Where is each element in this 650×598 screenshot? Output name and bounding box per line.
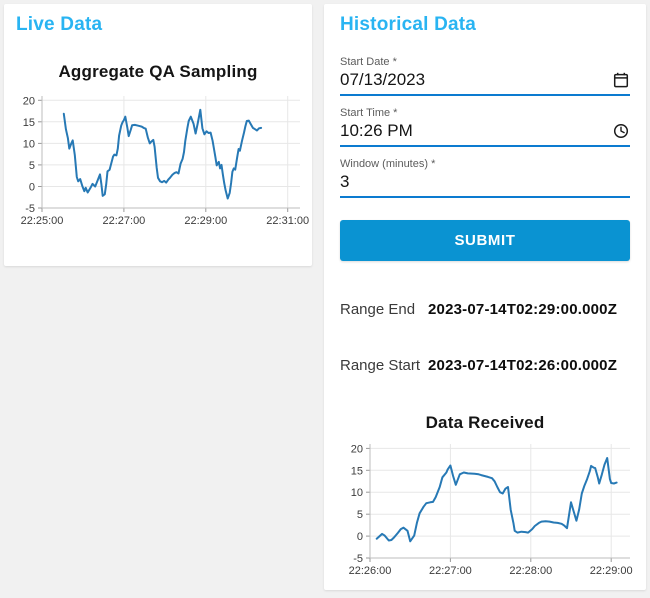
query-results: Range End 2023-07-14T02:29:00.000Z Range… bbox=[340, 301, 630, 374]
historical-chart: 22:26:00 22:27:00 22:28:00 22:29:00 -5 0 5 10 15… bbox=[349, 443, 633, 577]
start-date-label: Start Date * bbox=[340, 56, 397, 68]
historical-chart-title: Data Received bbox=[425, 413, 545, 432]
range-start-row: Range Start 2023-07-14T02:26:00.000Z bbox=[340, 357, 630, 374]
start-time-label: Start Time * bbox=[340, 107, 398, 119]
svg-text:22:27:00: 22:27:00 bbox=[429, 565, 472, 577]
range-end-label: Range End bbox=[340, 301, 416, 318]
svg-text:22:31:00: 22:31:00 bbox=[266, 215, 309, 227]
svg-text:22:28:00: 22:28:00 bbox=[509, 565, 552, 577]
svg-text:5: 5 bbox=[357, 509, 363, 521]
svg-text:15: 15 bbox=[351, 465, 363, 477]
start-date-input[interactable] bbox=[340, 70, 612, 90]
start-date-underline bbox=[340, 68, 630, 96]
calendar-icon[interactable] bbox=[612, 71, 630, 89]
start-time-underline bbox=[340, 119, 630, 147]
svg-text:0: 0 bbox=[357, 531, 363, 543]
historical-panel-title: Historical Data bbox=[340, 14, 477, 35]
svg-text:-5: -5 bbox=[353, 553, 363, 565]
live-panel-title: Live Data bbox=[16, 14, 103, 35]
svg-text:5: 5 bbox=[29, 160, 35, 172]
range-start-label: Range Start bbox=[340, 357, 421, 374]
window-minutes-underline bbox=[340, 170, 630, 198]
svg-text:0: 0 bbox=[29, 182, 35, 194]
svg-text:22:27:00: 22:27:00 bbox=[102, 215, 145, 227]
live-chart: 22:25:00 22:27:00 22:29:00 22:31:00 -5 0 5 10 15… bbox=[21, 95, 310, 227]
range-end-row: Range End 2023-07-14T02:29:00.000Z bbox=[340, 301, 630, 318]
start-time-input[interactable] bbox=[340, 121, 612, 141]
svg-text:15: 15 bbox=[23, 117, 35, 129]
svg-text:20: 20 bbox=[23, 95, 35, 107]
range-end-value: 2023-07-14T02:29:00.000Z bbox=[428, 301, 618, 318]
range-start-value: 2023-07-14T02:26:00.000Z bbox=[428, 357, 618, 374]
live-chart-title: Aggregate QA Sampling bbox=[58, 62, 258, 81]
start-time-field: Start Time * bbox=[340, 107, 630, 147]
svg-text:22:26:00: 22:26:00 bbox=[349, 565, 392, 577]
svg-text:22:29:00: 22:29:00 bbox=[590, 565, 633, 577]
historical-data-panel: Historical Data Start Date * Start Time … bbox=[324, 4, 646, 590]
submit-button[interactable]: SUBMIT bbox=[340, 220, 630, 261]
window-minutes-input[interactable] bbox=[340, 172, 630, 192]
clock-icon[interactable] bbox=[612, 122, 630, 140]
svg-text:-5: -5 bbox=[25, 203, 35, 215]
svg-text:22:25:00: 22:25:00 bbox=[21, 215, 64, 227]
svg-text:20: 20 bbox=[351, 443, 363, 455]
window-minutes-label: Window (minutes) * bbox=[340, 158, 436, 170]
svg-text:10: 10 bbox=[23, 138, 35, 150]
window-minutes-field: Window (minutes) * bbox=[340, 158, 630, 198]
live-data-panel: Live Data Aggregate QA Sampling 22:25:00… bbox=[4, 4, 312, 266]
start-date-field: Start Date * bbox=[340, 56, 630, 96]
svg-text:10: 10 bbox=[351, 487, 363, 499]
svg-text:22:29:00: 22:29:00 bbox=[184, 215, 227, 227]
